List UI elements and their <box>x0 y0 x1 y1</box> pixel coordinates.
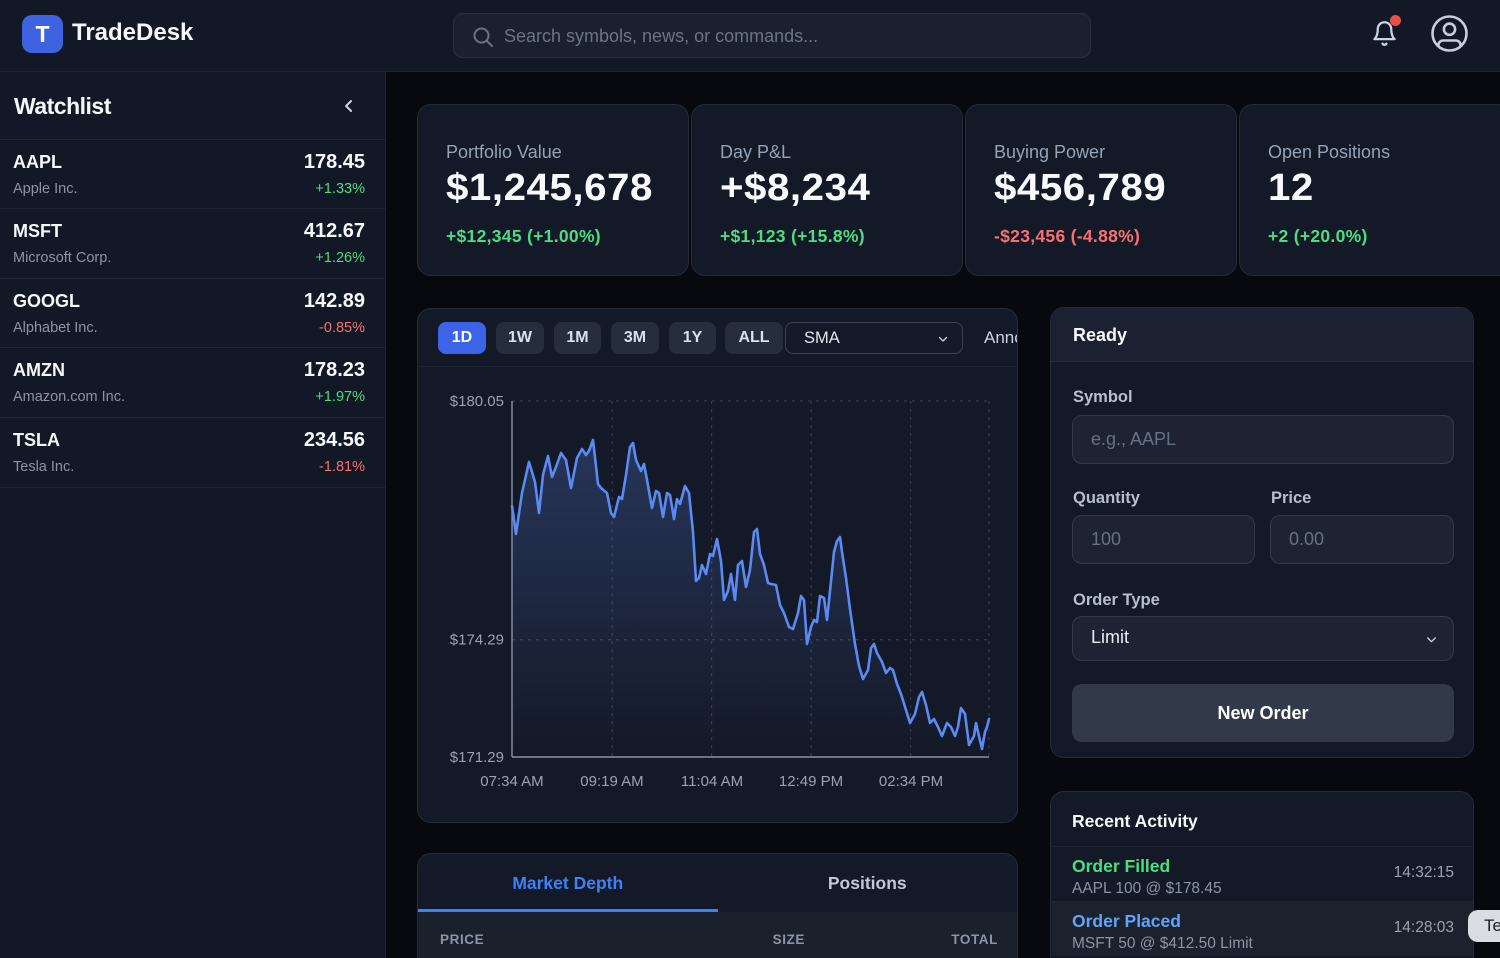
svg-text:09:19 AM: 09:19 AM <box>580 773 643 790</box>
svg-text:11:04 AM: 11:04 AM <box>681 773 743 790</box>
svg-text:$171.29: $171.29 <box>450 749 504 766</box>
svg-text:07:34 AM: 07:34 AM <box>480 773 543 790</box>
svg-text:$174.29: $174.29 <box>450 632 504 649</box>
svg-text:02:34 PM: 02:34 PM <box>879 773 943 790</box>
svg-text:12:49 PM: 12:49 PM <box>779 773 843 790</box>
svg-text:$180.05: $180.05 <box>450 393 504 410</box>
